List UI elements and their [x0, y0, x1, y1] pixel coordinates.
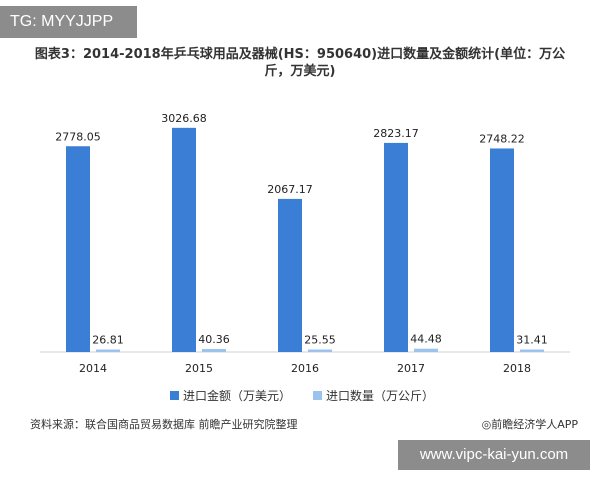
legend-item-amount: 进口金额（万美元） — [170, 387, 291, 404]
data-label-amount-2017: 2823.17 — [373, 127, 419, 140]
legend-label-quantity: 进口数量（万公斤） — [326, 389, 435, 403]
x-tick-2018: 2018 — [503, 362, 531, 375]
x-tick-2014: 2014 — [79, 362, 107, 375]
bar-quantity-2018 — [520, 349, 544, 352]
data-label-amount-2016: 2067.17 — [267, 183, 313, 196]
bar-quantity-2015 — [202, 349, 226, 352]
legend-swatch-quantity — [313, 391, 323, 400]
data-label-amount-2015: 3026.68 — [161, 112, 207, 125]
bar-amount-2017 — [384, 142, 408, 352]
legend-label-amount: 进口金额（万美元） — [183, 389, 292, 403]
x-tick-2015: 2015 — [185, 362, 213, 375]
bar-amount-2015 — [172, 127, 196, 352]
bars-group: 2778.05 26.81 2014 3026.68 40.36 2015 2067.17 2… — [55, 112, 548, 375]
data-label-quantity-2014: 26.81 — [92, 334, 124, 347]
bar-amount-2018 — [490, 148, 514, 352]
data-label-amount-2014: 2778.05 — [55, 130, 101, 143]
bar-quantity-2014 — [96, 349, 120, 352]
bar-quantity-2016 — [308, 349, 332, 352]
watermark-bottom: www.vipc-kai-yun.com — [398, 440, 590, 470]
source-note: 资料来源：联合国商品贸易数据库 前瞻产业研究院整理 — [30, 418, 298, 431]
data-label-quantity-2016: 25.55 — [304, 334, 336, 347]
data-label-quantity-2018: 31.41 — [516, 334, 548, 347]
data-label-quantity-2015: 40.36 — [198, 333, 230, 346]
bar-quantity-2017 — [414, 348, 438, 352]
x-tick-2017: 2017 — [397, 362, 425, 375]
legend: 进口金额（万美元） 进口数量（万公斤） — [170, 387, 434, 404]
bar-amount-2014 — [66, 146, 90, 352]
x-tick-2016: 2016 — [291, 362, 319, 375]
chart-title: 图表3：2014-2018年乒乓球用品及器械(HS：950640)进口数量及金额… — [34, 47, 566, 79]
data-label-quantity-2017: 44.48 — [410, 333, 442, 346]
data-label-amount-2018: 2748.22 — [479, 132, 525, 145]
brand-credit: ◎前瞻经济学人APP — [481, 418, 578, 431]
legend-item-quantity: 进口数量（万公斤） — [313, 387, 434, 404]
legend-swatch-amount — [170, 391, 179, 400]
bar-amount-2016 — [278, 198, 302, 352]
watermark-top: TG: MYYJJPP — [0, 6, 137, 38]
